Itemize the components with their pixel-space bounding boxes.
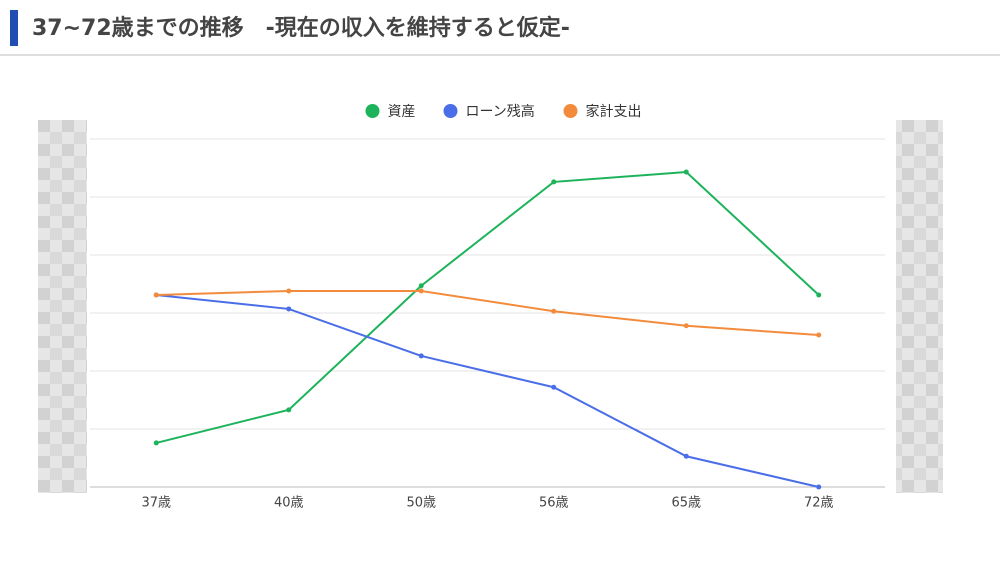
point (418, 353, 424, 359)
series-line (156, 289, 819, 337)
legend-label: ローン残高 (466, 103, 535, 120)
point (816, 292, 822, 298)
series-line (156, 171, 820, 444)
x-tick-label: 40歳 (274, 496, 304, 511)
point (153, 440, 159, 446)
point (286, 407, 292, 413)
point (816, 484, 822, 490)
point (418, 283, 424, 289)
point (683, 169, 689, 175)
decor-left (38, 120, 87, 493)
point (286, 306, 292, 312)
point (683, 323, 689, 329)
x-tick-label: 72歳 (804, 496, 834, 511)
point (153, 292, 159, 298)
legend-label: 家計支出 (586, 103, 642, 120)
point (551, 384, 557, 390)
x-tick-label: 65歳 (671, 496, 701, 511)
title-accent (10, 10, 18, 46)
point (683, 453, 689, 459)
x-tick-label: 37歳 (141, 496, 171, 511)
point (551, 308, 557, 314)
legend-label: 資産 (388, 104, 416, 120)
legend-swatch (563, 104, 578, 118)
chart-title: 37~72歳までの推移 -現在の収入を維持すると仮定- (32, 15, 570, 41)
point (418, 288, 424, 294)
point (551, 179, 557, 185)
point (286, 288, 292, 294)
legend-swatch (365, 104, 380, 118)
series-line (156, 294, 819, 488)
x-tick-label: 50歳 (406, 496, 436, 511)
decor-right (896, 120, 943, 493)
point (816, 332, 822, 338)
legend-swatch (443, 104, 458, 118)
x-tick-label: 56歳 (539, 496, 569, 511)
